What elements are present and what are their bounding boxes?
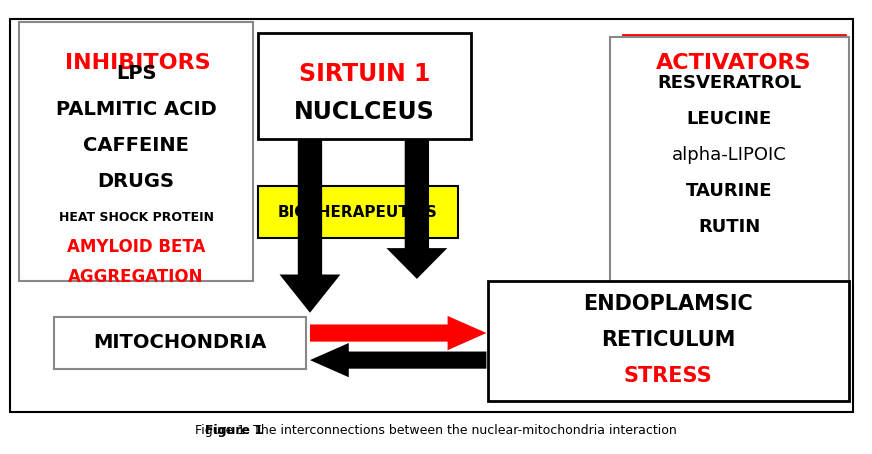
- Text: RESVERATROL: RESVERATROL: [657, 74, 801, 92]
- Text: INHIBITORS: INHIBITORS: [65, 54, 211, 74]
- FancyArrow shape: [280, 139, 340, 313]
- Text: LEUCINE: LEUCINE: [687, 110, 772, 128]
- FancyBboxPatch shape: [19, 22, 254, 281]
- Text: PALMITIC ACID: PALMITIC ACID: [56, 100, 216, 119]
- FancyArrow shape: [310, 343, 487, 377]
- FancyBboxPatch shape: [488, 281, 848, 401]
- FancyBboxPatch shape: [623, 35, 845, 92]
- Text: STRESS: STRESS: [623, 366, 712, 386]
- FancyBboxPatch shape: [258, 33, 471, 139]
- Text: LPS: LPS: [116, 64, 156, 83]
- Text: NUCLCEUS: NUCLCEUS: [294, 100, 434, 124]
- Text: Figure 1: Figure 1: [205, 424, 263, 437]
- Text: BIOTHERAPEUTICS: BIOTHERAPEUTICS: [278, 205, 438, 220]
- FancyArrow shape: [386, 139, 447, 279]
- Text: TAURINE: TAURINE: [686, 182, 773, 200]
- Text: AMYLOID BETA: AMYLOID BETA: [67, 238, 205, 257]
- FancyBboxPatch shape: [610, 38, 848, 308]
- FancyBboxPatch shape: [10, 20, 853, 412]
- Text: RUTIN: RUTIN: [698, 218, 760, 236]
- FancyBboxPatch shape: [258, 187, 458, 238]
- FancyArrow shape: [310, 316, 487, 350]
- Text: AGGREGATION: AGGREGATION: [68, 268, 204, 286]
- Text: SIRTUIN 1: SIRTUIN 1: [298, 62, 430, 86]
- Text: RETICULUM: RETICULUM: [601, 330, 735, 350]
- Text: DRUGS: DRUGS: [98, 173, 174, 192]
- Text: ACTIVATORS: ACTIVATORS: [656, 54, 812, 74]
- Text: MITOCHONDRIA: MITOCHONDRIA: [93, 334, 266, 352]
- Text: Figure 1. The interconnections between the nuclear-mitochondria interaction: Figure 1. The interconnections between t…: [195, 424, 677, 437]
- Text: CAFFEINE: CAFFEINE: [83, 136, 189, 155]
- FancyBboxPatch shape: [53, 317, 305, 369]
- FancyBboxPatch shape: [31, 35, 245, 92]
- Text: HEAT SHOCK PROTEIN: HEAT SHOCK PROTEIN: [58, 212, 214, 224]
- Text: alpha-LIPOIC: alpha-LIPOIC: [672, 146, 787, 164]
- Text: ENDOPLAMSIC: ENDOPLAMSIC: [583, 294, 753, 314]
